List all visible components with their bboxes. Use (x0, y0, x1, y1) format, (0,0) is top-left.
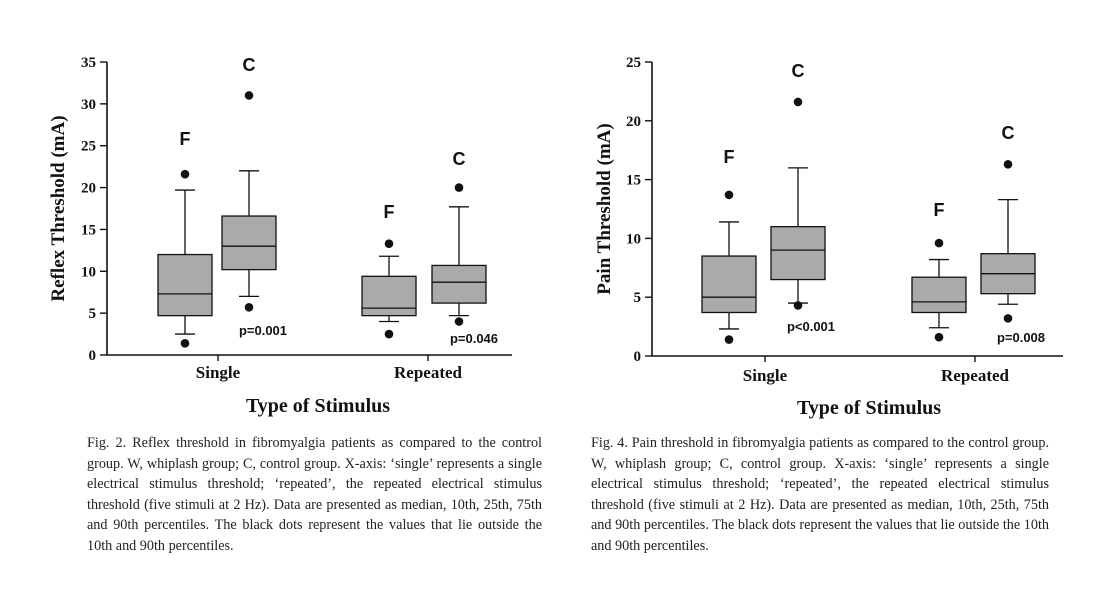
x-category-label: Repeated (394, 363, 463, 382)
outlier-point (1003, 160, 1013, 169)
y-tick-label: 0 (634, 349, 642, 365)
y-axis-title: Pain Threshold (mA) (594, 123, 615, 294)
iqr-box (701, 255, 757, 314)
group-label: C (243, 55, 256, 75)
outlier-point (454, 183, 464, 192)
outlier-point (454, 317, 464, 326)
box-repeated-c: C (431, 149, 487, 326)
group-label: F (384, 202, 395, 222)
y-tick-label: 5 (89, 306, 97, 322)
p-value-annotation: p=0.001 (239, 323, 287, 338)
y-tick-label: 15 (626, 173, 641, 189)
outlier-point (934, 238, 944, 248)
group-label: F (724, 147, 735, 167)
outlier-point (180, 338, 190, 348)
figure-4-caption: Fig. 4. Pain threshold in fibromyalgia p… (591, 435, 1049, 554)
y-axis-title: Reflex Threshold (mA) (48, 115, 69, 301)
y-tick-label: 20 (81, 181, 96, 197)
y-tick-label: 15 (81, 222, 96, 238)
y-tick-label: 30 (81, 97, 96, 113)
iqr-box (157, 253, 213, 317)
outlier-point (793, 301, 803, 310)
p-value-annotation: p<0.001 (787, 319, 835, 334)
iqr-box (361, 275, 417, 317)
y-tick-label: 10 (626, 231, 641, 247)
group-label: C (792, 61, 805, 81)
group-label: F (180, 129, 191, 149)
figure-2-panel: 0 5 10 15 20 25 30 35 Single Repeated Type of Stim… (48, 55, 542, 554)
x-category-label: Single (743, 366, 788, 385)
y-tick-label: 5 (634, 290, 642, 306)
y-tick-label: 10 (81, 264, 96, 280)
iqr-box (911, 276, 967, 314)
outlier-point (244, 302, 254, 312)
box-repeated-c: C (980, 123, 1036, 323)
outlier-point (793, 97, 803, 107)
outlier-point (384, 329, 394, 339)
iqr-box (221, 215, 277, 271)
y-tick-label: 20 (626, 114, 641, 130)
iqr-box (770, 225, 826, 281)
outlier-point (934, 332, 944, 342)
outlier-point (724, 190, 734, 200)
x-category-label: Repeated (941, 366, 1010, 385)
group-label: C (1002, 123, 1015, 143)
box-single-f: F (701, 147, 757, 344)
p-value-annotation: p=0.008 (997, 330, 1045, 345)
iqr-box (431, 264, 487, 304)
box-single-c: C (770, 61, 826, 310)
box-single-f: F (157, 129, 213, 348)
group-label: F (934, 200, 945, 220)
y-tick-label: 25 (81, 139, 96, 155)
x-category-label: Single (196, 363, 241, 382)
x-axis-title: Type of Stimulus (246, 395, 390, 417)
box-repeated-f: F (911, 200, 967, 342)
outlier-point (384, 239, 394, 248)
box-single-c: C (221, 55, 277, 312)
outlier-point (724, 335, 734, 344)
figure-4-panel: 0 5 10 15 20 25 Single Repeated Type of Stimulus… (555, 0, 1109, 599)
group-label: C (453, 149, 466, 169)
y-tick-label: 0 (89, 348, 97, 364)
y-tick-label: 25 (626, 55, 641, 71)
x-axis-title: Type of Stimulus (797, 397, 941, 419)
y-tick-label: 35 (81, 55, 96, 71)
box-repeated-f: F (361, 202, 417, 339)
outlier-point (244, 91, 254, 100)
outlier-point (1003, 314, 1013, 323)
outlier-point (180, 169, 190, 179)
figure-2-caption: Fig. 2. Reflex threshold in fibromyalgia… (87, 435, 542, 554)
p-value-annotation: p=0.046 (450, 331, 498, 346)
